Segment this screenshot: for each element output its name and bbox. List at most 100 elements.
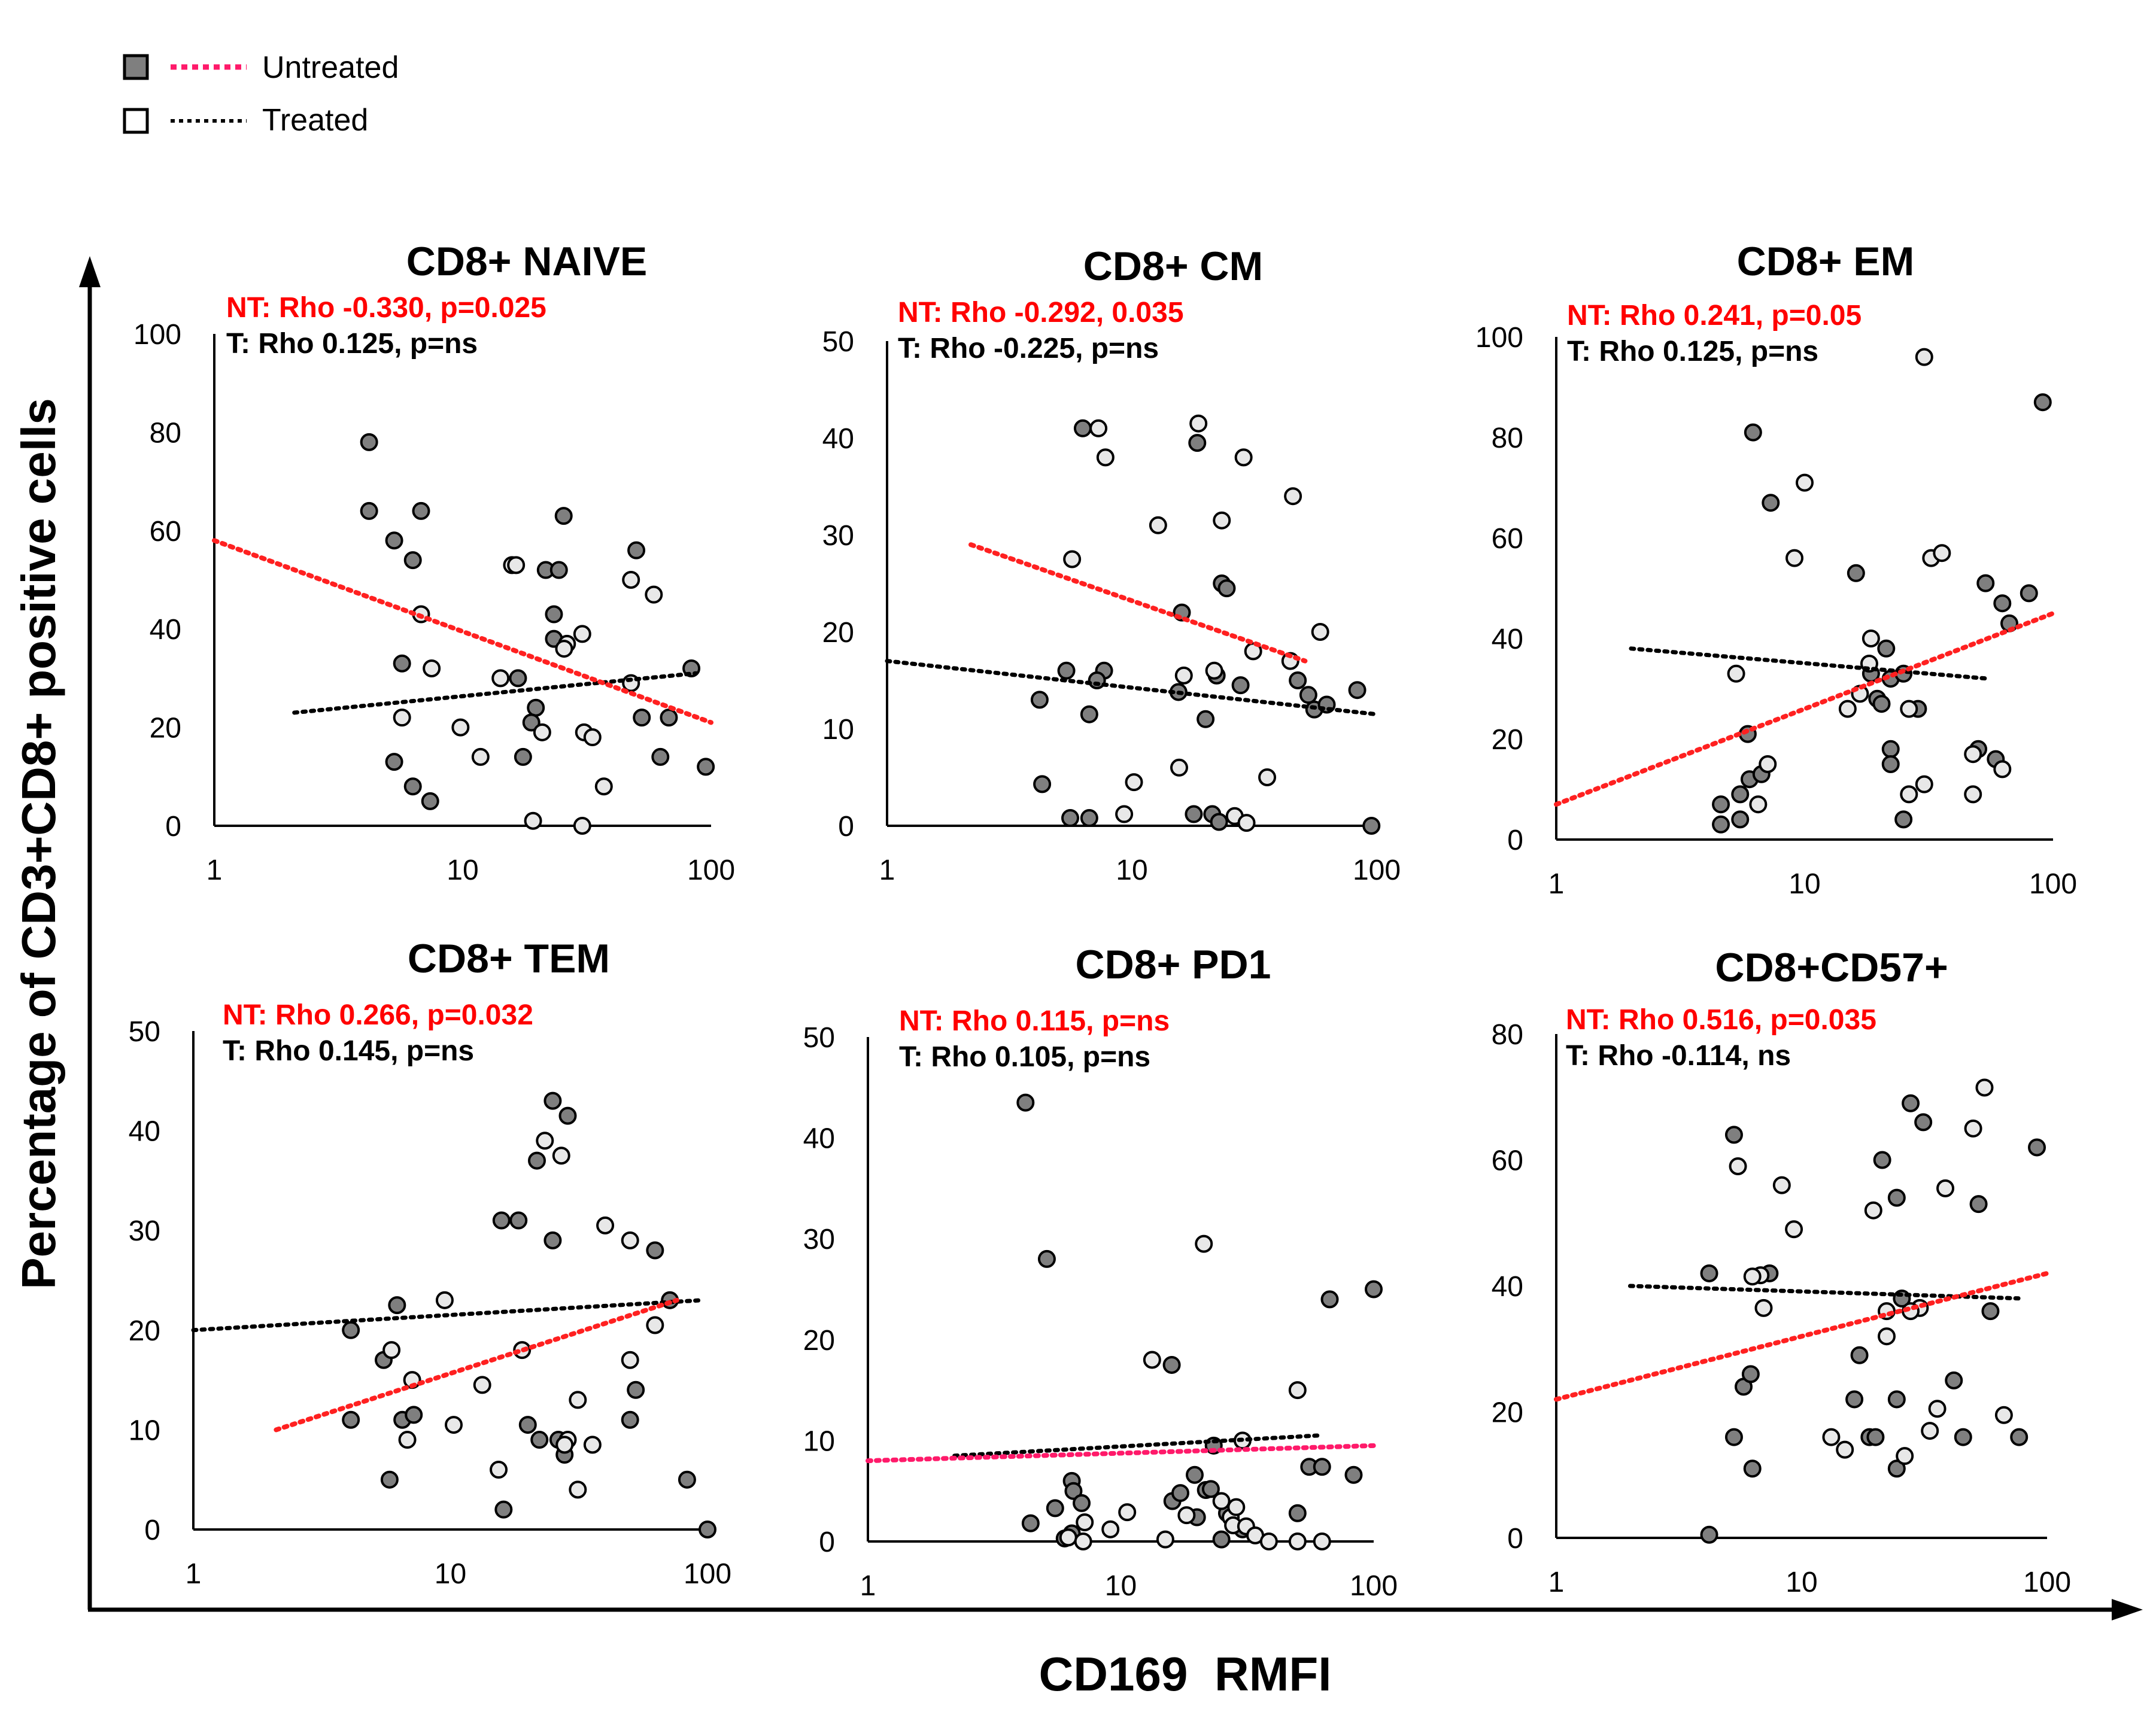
treated-point (555, 640, 573, 658)
treated-point (1921, 1422, 1939, 1440)
legend-untreated-marker (123, 54, 149, 80)
x-tick-label: 100 (1350, 1570, 1398, 1602)
untreated-trend-line (212, 538, 713, 725)
untreated-point (1033, 775, 1052, 793)
x-tick-label: 1 (207, 855, 223, 886)
untreated-point (1080, 705, 1098, 723)
treated-point (622, 571, 640, 589)
treated-point (1964, 785, 1982, 804)
treated-point (1933, 544, 1951, 562)
untreated-point (342, 1410, 360, 1429)
chart-panel: CD8+CD57+ NT: Rho 0.516, p=0.035 T: Rho -0… (1492, 945, 2071, 1598)
t-stat-label: T: Rho 0.125, p=ns (226, 328, 478, 360)
treated-point (1096, 448, 1115, 467)
untreated-point (651, 747, 670, 766)
untreated-point (421, 792, 439, 810)
untreated-point (1188, 434, 1207, 452)
y-tick-label: 40 (803, 1123, 835, 1155)
untreated-point (2033, 393, 2052, 412)
y-tick-label: 40 (150, 614, 181, 646)
untreated-point (412, 501, 430, 520)
y-tick-label: 10 (803, 1425, 835, 1457)
treated-point (1189, 414, 1208, 433)
legend-treated-label: Treated (262, 103, 368, 138)
treated-point (1964, 1119, 1982, 1138)
untreated-point (1201, 1480, 1220, 1498)
treated-point (536, 1132, 554, 1150)
untreated-point (1741, 1365, 1760, 1383)
treated-point (1259, 1532, 1278, 1550)
untreated-point (1299, 686, 1317, 704)
untreated-point (385, 753, 403, 771)
untreated-point (1887, 1188, 1906, 1207)
untreated-point (1877, 639, 1896, 658)
y-tick-label: 50 (803, 1022, 835, 1054)
untreated-point (1037, 1249, 1056, 1268)
treated-point (555, 1436, 574, 1454)
y-tick-label: 0 (1507, 825, 1523, 856)
treated-point (1743, 1267, 1762, 1286)
chart-panel: CD8+ PD1 NT: Rho 0.115, p=ns T: Rho 0.105,… (803, 942, 1398, 1602)
x-tick-label: 100 (684, 1558, 731, 1590)
y-tick-label: 100 (133, 319, 181, 351)
untreated-point (2020, 584, 2038, 603)
treated-point (1115, 805, 1134, 823)
treated-point (1785, 1220, 1803, 1239)
t-stat-label: T: Rho -0.114, ns (1566, 1040, 1791, 1072)
untreated-point (1887, 1390, 1906, 1409)
treated-point (1284, 487, 1302, 506)
untreated-point (492, 1211, 511, 1230)
x-tick-label: 1 (879, 855, 895, 886)
treated-point (398, 1431, 417, 1449)
treated-point (1975, 1078, 1994, 1097)
chart-panel: CD8+ CM NT: Rho -0.292, 0.035 T: Rho -0.22… (822, 244, 1401, 886)
treated-trend-line (191, 1298, 704, 1333)
treated-trend-line (1629, 646, 1991, 681)
untreated-point (1162, 1355, 1181, 1374)
x-tick-label: 1 (1548, 868, 1565, 900)
nt-stat-label: NT: Rho 0.241, p=0.05 (1567, 300, 1862, 332)
untreated-point (1762, 494, 1780, 512)
x-tick-label: 10 (1116, 855, 1147, 886)
x-tick-label: 10 (1105, 1570, 1137, 1602)
untreated-point (543, 1091, 562, 1110)
treated-point (1213, 511, 1231, 530)
treated-point (473, 1376, 491, 1394)
treated-point (1729, 1157, 1747, 1176)
untreated-point (1212, 1530, 1231, 1549)
untreated-point (1073, 1494, 1091, 1512)
chart-title: CD8+ EM (1737, 239, 1915, 284)
treated-point (491, 669, 510, 688)
untreated-point (1969, 1195, 1988, 1214)
treated-point (1244, 642, 1262, 661)
untreated-trend-line (274, 1297, 679, 1433)
treated-point (1878, 1327, 1896, 1346)
treated-point (423, 659, 441, 677)
treated-point (1288, 1381, 1307, 1400)
treated-point (552, 1147, 570, 1165)
treated-point (1727, 664, 1745, 683)
treated-point (1089, 419, 1108, 437)
treated-point (1156, 1530, 1174, 1549)
y-tick-label: 20 (150, 713, 181, 744)
y-tick-label: 40 (1492, 624, 1523, 655)
untreated-trend-line (968, 542, 1308, 664)
untreated-point (1872, 695, 1891, 713)
treated-point (490, 1461, 508, 1479)
treated-point (471, 747, 490, 766)
y-tick-label: 100 (1475, 322, 1523, 354)
y-tick-label: 10 (822, 714, 854, 746)
t-stat-label: T: Rho 0.105, p=ns (899, 1041, 1150, 1073)
treated-point (1749, 795, 1768, 814)
untreated-point (388, 1296, 406, 1315)
untreated-point (549, 561, 568, 579)
untreated-point (1362, 817, 1381, 835)
treated-point (1125, 773, 1143, 792)
untreated-point (646, 1241, 664, 1260)
t-stat-label: T: Rho 0.125, p=ns (1567, 336, 1818, 367)
chart-title: CD8+CD57+ (1715, 945, 1948, 990)
y-tick-label: 80 (1492, 422, 1523, 454)
untreated-point (1976, 574, 1995, 592)
treated-point (1862, 630, 1880, 647)
untreated-point (403, 551, 422, 570)
